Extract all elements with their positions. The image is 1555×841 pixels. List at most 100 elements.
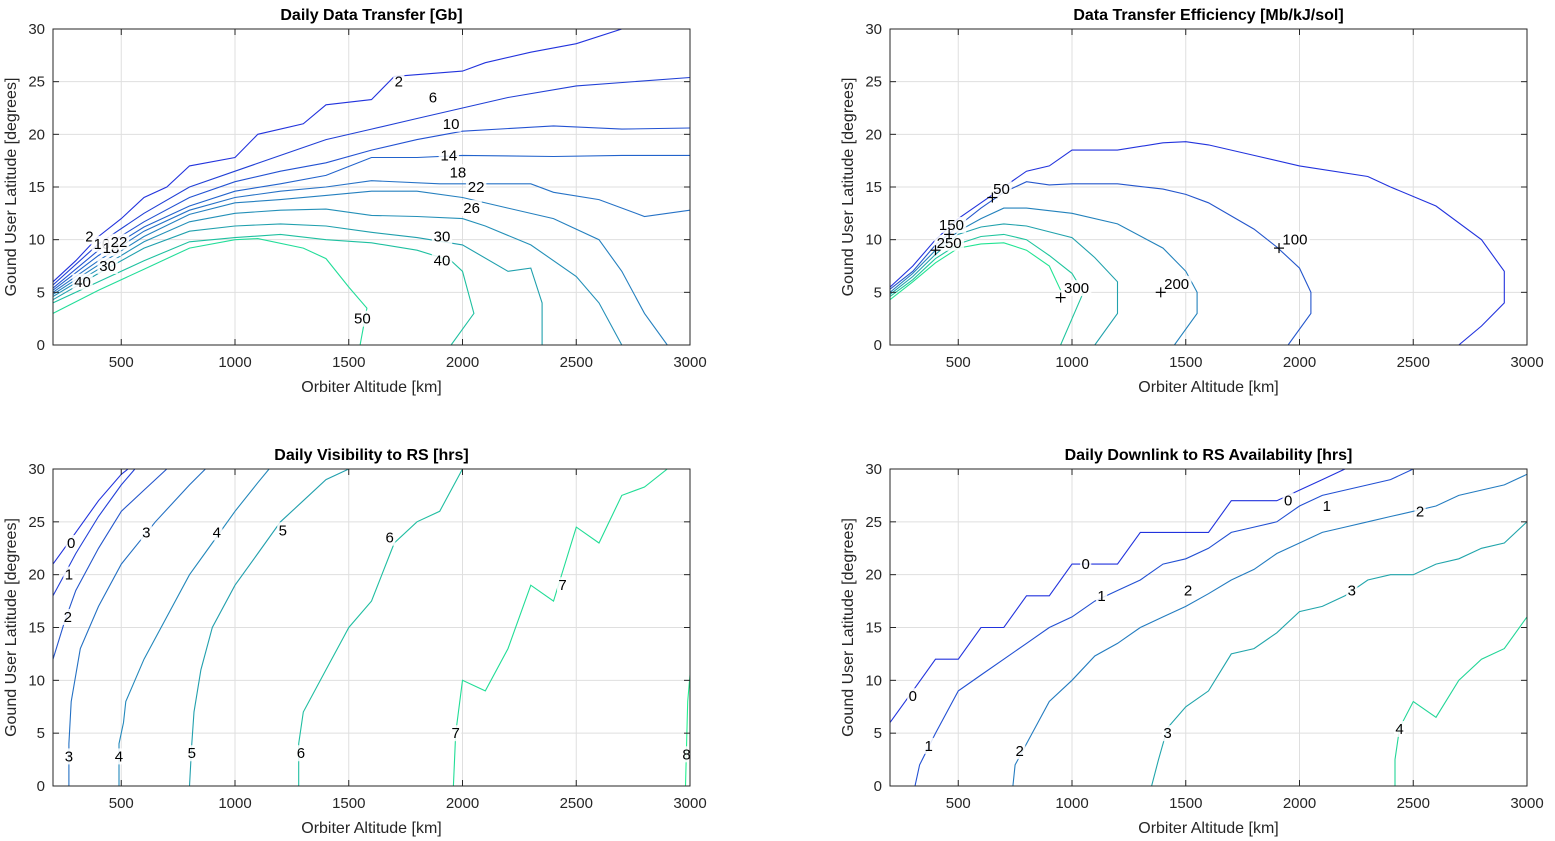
x-tick-label: 3000 [673,354,706,371]
y-tick-label: 15 [28,620,45,637]
y-tick-label: 0 [874,778,882,795]
contour-label-bg [83,228,95,245]
y-tick-label: 20 [28,126,45,143]
x-tick-label: 1000 [1055,795,1088,812]
contour-label: 3 [65,748,73,765]
contour-label: 1 [1097,588,1105,605]
contour-label: 2 [395,74,403,91]
contour-label: 100 [1282,232,1307,249]
plus-marker [1274,243,1285,254]
contour-label: 40 [74,274,91,291]
contour-line-1 [914,469,1459,786]
contour-label: 1 [925,738,933,755]
contour-label-bg [1014,743,1026,760]
contour-label-bg [277,522,289,539]
x-axis-label: Orbiter Altitude [km] [1138,820,1279,837]
y-axis-label: Gound User Latitude [degrees] [840,78,857,297]
y-tick-label: 5 [37,725,45,742]
contour-group [53,29,690,345]
x-tick-label: 2000 [1283,354,1316,371]
contour-label: 2 [1416,503,1424,520]
y-tick-label: 30 [865,461,882,478]
contour-line-1 [53,469,136,597]
contour-line-5 [188,469,350,786]
y-tick-label: 10 [865,672,882,689]
plus-marker [1155,287,1166,298]
x-tick-label: 500 [109,354,134,371]
contour-label: 1 [1323,498,1331,515]
contour-label: 40 [434,253,451,270]
contour-label: 5 [188,745,196,762]
x-tick-label: 500 [109,795,134,812]
contour-line-18 [53,180,690,293]
contour-label-bg [1161,275,1192,292]
contour-label: 6 [297,745,305,762]
contour-line-6 [298,469,463,786]
contour-label: 6 [429,89,437,106]
x-tick-label: 500 [946,795,971,812]
contour-line-26 [53,208,623,345]
contour-label: 2 [64,609,72,626]
contour-label-bg [1080,556,1092,573]
y-tick-label: 10 [28,232,45,249]
chart-title: Daily Downlink to RS Availability [hrs] [1065,447,1353,464]
contour-label: 150 [939,217,964,234]
contour-label-bg [62,608,74,625]
x-axis-label: Orbiter Altitude [km] [301,820,442,837]
contour-label: 10 [443,116,460,133]
contour-label: 26 [463,200,480,217]
x-axis-label: Orbiter Altitude [km] [1138,379,1279,396]
y-tick-label: 15 [865,179,882,196]
plus-marker [1055,292,1066,303]
x-tick-label: 2500 [560,354,593,371]
contour-label-bg [65,534,77,551]
contour-label-bg [1280,231,1310,248]
contour-label-bg [72,273,93,290]
x-tick-label: 2000 [446,354,479,371]
contour-label-bg [211,524,223,541]
chart-panel: 2610141822263040504030210182250010001500… [3,7,707,396]
contour-label-bg [63,748,75,765]
contour-line-2 [1012,473,1527,786]
contour-line-40 [53,233,475,345]
chart-title: Data Transfer Efficiency [Mb/kJ/sol] [1073,7,1343,24]
contour-label: 5 [279,522,287,539]
chart-panel: 0 1 2 3 3 4 4 5 5 6 6 7 7 8 500 1000 1500 2000 2500 3000 0 5 1… [3,447,707,837]
contour-label-bg [1061,280,1092,297]
y-tick-label: 30 [865,21,882,38]
y-tick-label: 0 [37,337,45,354]
contour-label: 22 [468,179,485,196]
contour-label: 250 [937,235,962,252]
x-tick-label: 3000 [1510,354,1543,371]
y-tick-label: 25 [865,74,882,91]
contour-line-0 [53,469,129,565]
y-tick-label: 25 [865,514,882,531]
contour-label-bg [680,746,693,763]
plus-marker [987,192,998,203]
y-tick-label: 15 [28,179,45,196]
x-tick-label: 1000 [1055,354,1088,371]
y-tick-label: 5 [37,284,45,301]
contour-label-bg [1282,492,1294,509]
contour-label-bg [447,164,469,181]
contour-label: 0 [909,688,917,705]
y-tick-label: 5 [874,725,882,742]
y-tick-label: 20 [865,567,882,584]
contour-label-bg [352,310,373,327]
contour-line-300 [890,242,1062,301]
contour-label-bg [907,688,919,705]
contour-line-14 [53,154,690,291]
contour-label: 2 [85,229,93,246]
contour-label: 22 [111,234,128,251]
y-tick-label: 20 [865,126,882,143]
contour-label: 2 [1184,583,1192,600]
y-tick-label: 30 [28,21,45,38]
y-tick-label: 20 [28,567,45,584]
contour-label-bg [431,228,453,245]
x-tick-label: 3000 [1510,795,1543,812]
contour-label-bg [1394,720,1406,737]
contour-label: 0 [1081,556,1089,573]
contour-line-250 [890,233,1085,345]
contour-line-50 [890,141,1505,345]
contour-label: 3 [142,524,150,541]
